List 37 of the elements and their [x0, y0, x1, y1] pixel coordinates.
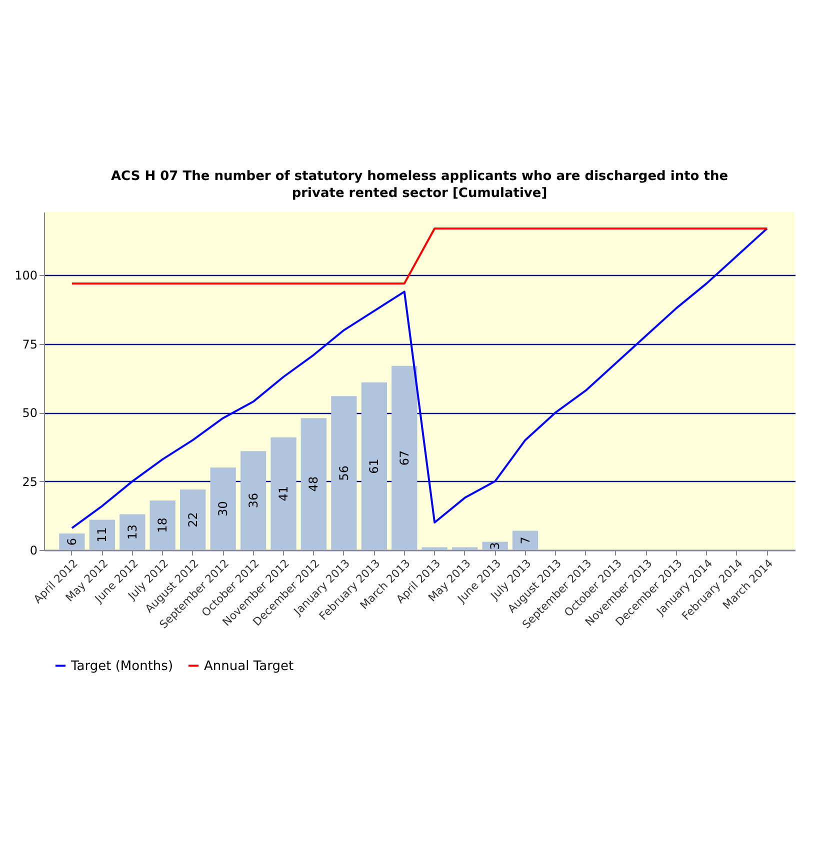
bar	[422, 547, 448, 550]
data-label: 6	[64, 538, 79, 546]
bar	[150, 500, 176, 550]
bar	[180, 490, 206, 550]
y-tick-label: 50	[22, 406, 38, 420]
bar	[300, 418, 327, 550]
data-label: 56	[336, 465, 351, 481]
data-label: 7	[518, 536, 532, 544]
data-label: 61	[367, 458, 382, 474]
bar	[210, 468, 236, 550]
data-label: 30	[216, 501, 230, 516]
bar	[452, 547, 478, 550]
chart-title: ACS H 07 The number of statutory homeless applicants who are discharged into the private rented sector [Cumulative]	[110, 169, 728, 201]
bar	[240, 451, 266, 550]
bar	[392, 366, 418, 550]
bar	[120, 514, 146, 550]
legend-label: Target (Months)	[70, 658, 174, 674]
data-label: 22	[186, 512, 200, 528]
bar	[270, 437, 296, 550]
bar	[89, 520, 116, 550]
bar	[331, 396, 357, 550]
y-tick-label: 75	[22, 337, 38, 352]
data-label: 41	[276, 486, 291, 502]
bar	[361, 382, 388, 550]
y-tick-label: 25	[22, 474, 38, 489]
data-label: 3	[488, 542, 502, 550]
data-label: 13	[125, 524, 140, 540]
legend-label: Annual Target	[204, 658, 294, 674]
bar	[512, 530, 538, 550]
data-label: 11	[95, 527, 110, 543]
data-label: 36	[246, 492, 260, 508]
data-label: 67	[397, 450, 412, 466]
y-tick-label: 100	[14, 268, 38, 283]
data-label: 48	[306, 476, 321, 492]
y-tick-label: 0	[30, 544, 38, 558]
data-label: 18	[156, 518, 170, 533]
bar	[59, 534, 85, 550]
